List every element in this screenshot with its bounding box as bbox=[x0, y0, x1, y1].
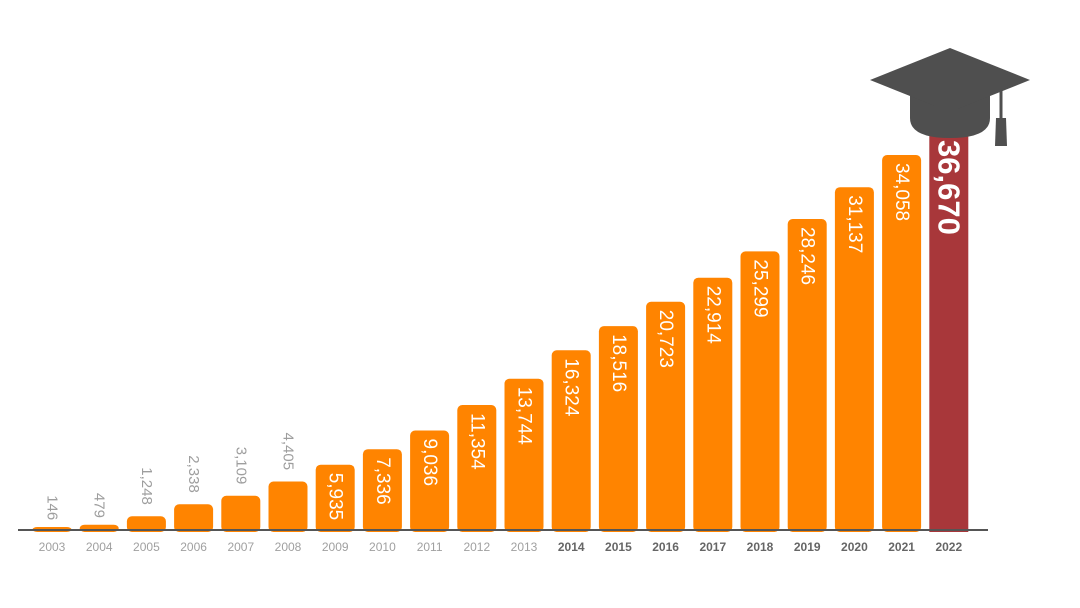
x-tick-label-2012: 2012 bbox=[463, 540, 490, 554]
value-label-2021: 34,058 bbox=[891, 163, 912, 221]
bar-2021 bbox=[882, 155, 922, 532]
bar-2015 bbox=[598, 326, 638, 532]
x-tick-label-2006: 2006 bbox=[180, 540, 207, 554]
value-labels-layer: 146 479 1,248 2,338 3,109 4,405 5,935 7,336 9,03… bbox=[44, 140, 967, 520]
bar-2019 bbox=[787, 219, 827, 532]
value-label-2013: 13,744 bbox=[514, 387, 535, 446]
value-label-2019: 28,246 bbox=[797, 227, 818, 285]
x-tick-label-2009: 2009 bbox=[322, 540, 349, 554]
x-tick-label-2013: 2013 bbox=[511, 540, 538, 554]
x-tick-label-2020: 2020 bbox=[841, 540, 868, 554]
bar-2018 bbox=[740, 251, 780, 532]
bars-layer bbox=[32, 118, 969, 532]
x-tick-label-2017: 2017 bbox=[699, 540, 726, 554]
value-label-2011: 9,036 bbox=[419, 439, 440, 487]
x-tick-label-2007: 2007 bbox=[227, 540, 254, 554]
value-label-2005: 1,248 bbox=[138, 467, 155, 505]
bar-2020 bbox=[834, 187, 874, 532]
x-tick-labels-layer: 2003 2004 2005 2006 2007 2008 2009 2010 2011 2012… bbox=[39, 540, 963, 554]
value-label-2015: 18,516 bbox=[608, 334, 629, 392]
value-label-2014: 16,324 bbox=[561, 358, 582, 417]
value-label-2018: 25,299 bbox=[750, 259, 771, 317]
bar-2014 bbox=[551, 350, 591, 532]
x-tick-label-2015: 2015 bbox=[605, 540, 632, 554]
x-tick-label-2022: 2022 bbox=[935, 540, 962, 554]
value-label-2022: 36,670 bbox=[931, 140, 966, 235]
value-label-2012: 11,354 bbox=[466, 413, 487, 470]
value-label-2004: 479 bbox=[91, 493, 108, 518]
bar-2017 bbox=[693, 277, 733, 532]
bar-2010 bbox=[362, 449, 402, 532]
x-tick-label-2019: 2019 bbox=[794, 540, 821, 554]
value-label-2003: 146 bbox=[44, 495, 61, 520]
value-label-2009: 5,935 bbox=[325, 473, 346, 521]
value-label-2006: 2,338 bbox=[185, 455, 202, 493]
graduation-cap-icon bbox=[870, 48, 1030, 146]
bar-2013 bbox=[504, 378, 544, 532]
value-label-2016: 20,723 bbox=[655, 310, 676, 368]
bar-2006 bbox=[174, 504, 214, 532]
bar-2007 bbox=[221, 495, 261, 532]
value-label-2010: 7,336 bbox=[372, 457, 393, 505]
value-label-2008: 4,405 bbox=[280, 433, 297, 471]
x-tick-label-2010: 2010 bbox=[369, 540, 396, 554]
bar-2012 bbox=[457, 405, 497, 532]
x-tick-label-2014: 2014 bbox=[558, 540, 585, 554]
bar-2008 bbox=[268, 481, 308, 532]
value-label-2007: 3,109 bbox=[232, 447, 249, 485]
bar-2016 bbox=[646, 301, 686, 532]
x-tick-label-2018: 2018 bbox=[747, 540, 774, 554]
x-tick-label-2011: 2011 bbox=[417, 540, 443, 554]
bar-2022 bbox=[929, 118, 969, 532]
x-tick-label-2003: 2003 bbox=[39, 540, 66, 554]
bar-2011 bbox=[410, 430, 450, 532]
bar-2005 bbox=[126, 516, 166, 532]
bar-2009 bbox=[315, 464, 355, 532]
value-label-2020: 31,137 bbox=[844, 195, 865, 253]
x-tick-label-2005: 2005 bbox=[133, 540, 160, 554]
value-label-2017: 22,914 bbox=[702, 286, 723, 345]
x-tick-label-2004: 2004 bbox=[86, 540, 113, 554]
x-tick-label-2016: 2016 bbox=[652, 540, 679, 554]
x-tick-label-2008: 2008 bbox=[275, 540, 302, 554]
x-tick-label-2021: 2021 bbox=[888, 540, 915, 554]
